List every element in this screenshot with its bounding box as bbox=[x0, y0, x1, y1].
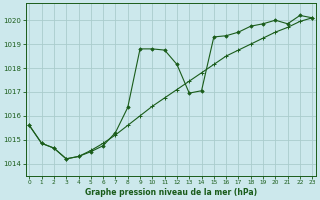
X-axis label: Graphe pression niveau de la mer (hPa): Graphe pression niveau de la mer (hPa) bbox=[85, 188, 257, 197]
